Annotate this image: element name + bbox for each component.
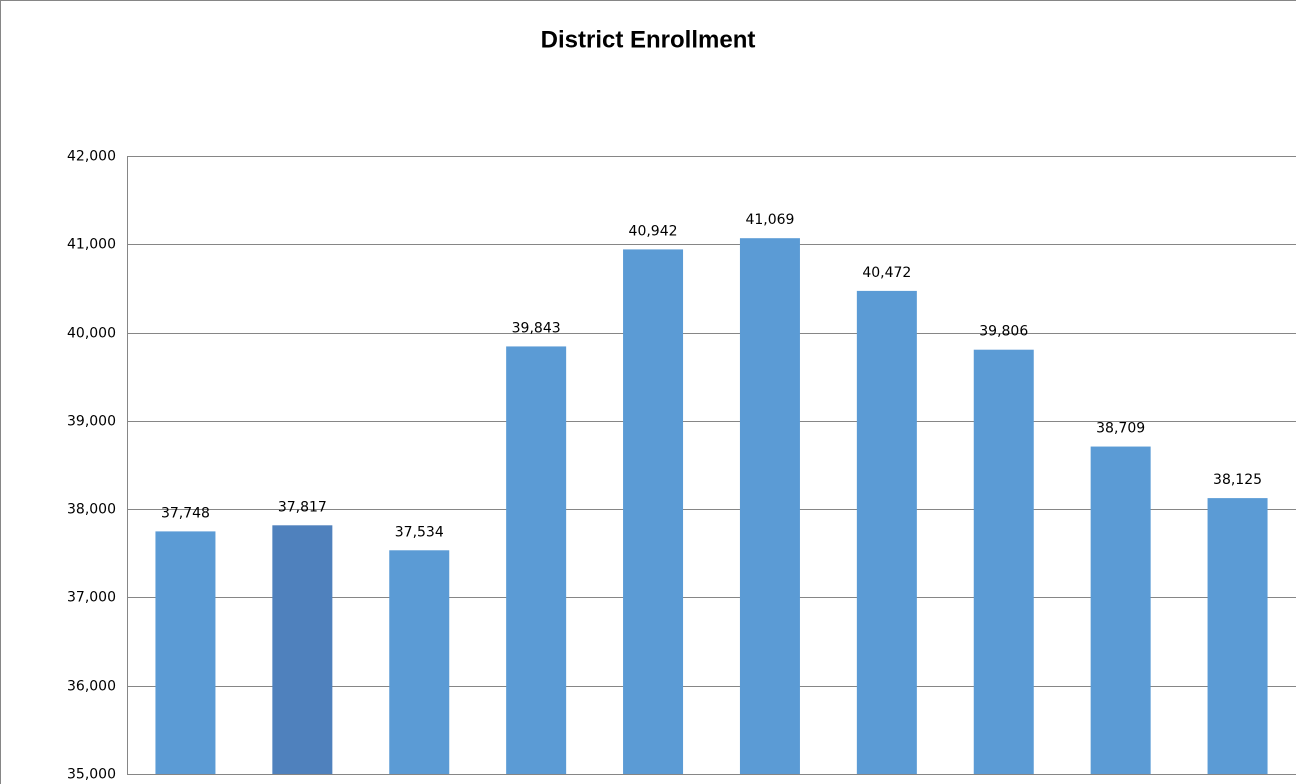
data-label: 39,843 <box>512 320 561 336</box>
y-tick-label: 41,000 <box>67 237 116 253</box>
y-tick-label: 38,000 <box>67 502 116 518</box>
y-tick-label: 42,000 <box>67 149 116 165</box>
bar <box>856 290 917 774</box>
bar <box>1090 446 1151 774</box>
bar <box>973 349 1034 774</box>
bar <box>739 238 800 775</box>
y-tick-label: 35,000 <box>67 767 116 783</box>
data-label: 38,125 <box>1213 472 1262 488</box>
y-tick-label: 37,000 <box>67 590 116 606</box>
data-label: 39,806 <box>979 324 1028 340</box>
data-label: 37,748 <box>161 505 210 521</box>
bar <box>1207 498 1268 774</box>
y-tick-label: 39,000 <box>67 414 116 430</box>
bar <box>623 249 684 775</box>
y-tick-label: 40,000 <box>67 326 116 342</box>
data-label: 37,534 <box>395 524 444 540</box>
data-label: 40,472 <box>862 265 911 281</box>
data-label: 38,709 <box>1096 421 1145 437</box>
bar <box>506 346 567 774</box>
y-tick-label: 36,000 <box>67 679 116 695</box>
data-label: 40,942 <box>629 223 678 239</box>
bar <box>389 550 450 774</box>
bar <box>155 531 216 774</box>
data-label: 41,069 <box>745 212 794 228</box>
bar <box>272 525 333 774</box>
chart-title: District Enrollment <box>541 26 756 53</box>
data-label: 37,817 <box>278 499 327 515</box>
